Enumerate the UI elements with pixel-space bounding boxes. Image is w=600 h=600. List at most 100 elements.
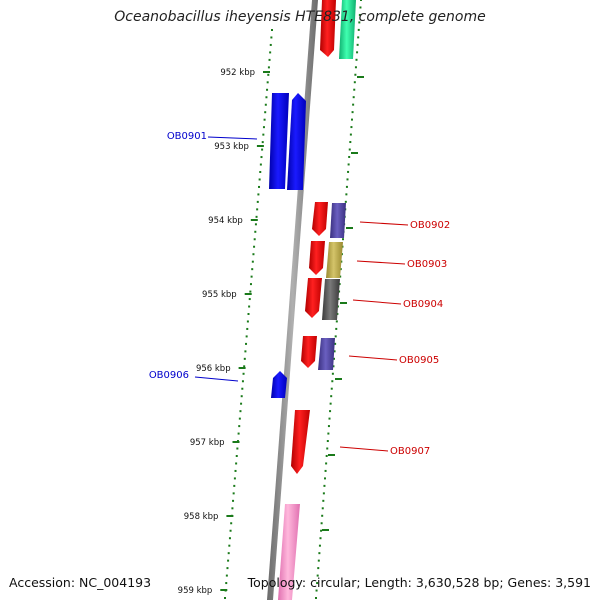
ring-dot: [269, 43, 272, 46]
ring-dot: [348, 155, 351, 158]
ring-dot: [262, 126, 265, 129]
ring-dot: [264, 103, 267, 106]
ring-dot: [236, 447, 239, 450]
ring-dot: [330, 395, 333, 398]
tick-label: 953 kbp: [214, 142, 249, 152]
ring-dot: [228, 537, 231, 540]
gene-OB0903-red[interactable]: [309, 241, 325, 275]
ring-dot: [264, 111, 267, 114]
ring-dot: [326, 447, 329, 450]
ring-dot: [334, 335, 337, 338]
ring-dot: [259, 171, 262, 173]
ring-dot: [331, 380, 334, 383]
gene-OB0901-neighbor[interactable]: [287, 93, 306, 190]
ring-dot: [231, 507, 234, 510]
ring-dot: [239, 410, 242, 413]
ring-dot: [326, 440, 329, 443]
label-OB0905[interactable]: OB0905: [399, 355, 439, 366]
ring-dot: [227, 552, 230, 555]
ring-dot: [348, 148, 351, 151]
label-OB0906[interactable]: OB0906: [149, 370, 189, 381]
ring-dot: [329, 402, 332, 405]
ring-dot: [335, 327, 338, 330]
ring-dot: [227, 559, 230, 562]
ring-dot: [344, 200, 347, 203]
label-OB0904[interactable]: OB0904: [403, 299, 443, 310]
ring-dot: [253, 238, 256, 241]
ring-dot: [322, 492, 325, 495]
ring-dot: [333, 350, 336, 353]
ring-dot: [316, 574, 319, 577]
label-OB0902[interactable]: OB0902: [410, 220, 450, 231]
ring-dot: [333, 357, 335, 360]
ring-dot: [324, 469, 327, 472]
ring-dot: [242, 372, 245, 375]
ring-dot: [255, 215, 258, 218]
ring-dot: [334, 342, 337, 345]
ring-dot: [352, 96, 355, 99]
tick-label: 959 kbp: [178, 586, 213, 596]
ring-dot: [258, 185, 261, 188]
ring-dot: [317, 559, 320, 562]
label-OB0903[interactable]: OB0903: [407, 259, 447, 270]
gene-OB0905[interactable]: [318, 338, 335, 370]
ring-dot: [244, 350, 247, 353]
gene-OB0903[interactable]: [326, 242, 343, 278]
ring-dot: [353, 81, 356, 84]
ring-dot: [245, 342, 248, 345]
ring-dot: [265, 96, 268, 99]
ring-dot: [360, 0, 362, 1]
ring-dot: [233, 477, 236, 480]
ring-dot: [349, 141, 352, 144]
ring-dot: [251, 268, 254, 271]
ring-dot: [345, 193, 348, 196]
ring-dot: [270, 36, 273, 39]
ring-dot: [359, 6, 362, 9]
tick-label: 952 kbp: [220, 68, 255, 78]
ring-dot: [316, 582, 319, 585]
ring-dot: [262, 133, 265, 136]
ring-dot: [318, 552, 321, 555]
ring-dot: [327, 432, 330, 435]
label-OB0901[interactable]: OB0901: [167, 131, 207, 142]
ring-dot: [357, 36, 360, 39]
gene-OB0905-red[interactable]: [301, 336, 317, 368]
ring-dot: [319, 537, 322, 540]
ring-dot: [238, 417, 241, 420]
gene-OB0904[interactable]: [322, 279, 340, 320]
ring-dot: [315, 589, 318, 592]
ring-dot: [350, 126, 353, 129]
gene-OB0907[interactable]: [291, 410, 310, 474]
gene-OB0902[interactable]: [330, 203, 346, 238]
ring-dot: [335, 320, 338, 323]
gene-OB0904-red[interactable]: [305, 278, 322, 318]
ring-dot: [256, 200, 259, 203]
ring-dot: [241, 380, 244, 383]
ring-dot: [332, 365, 335, 368]
ring-dot: [354, 73, 357, 76]
ring-dot: [342, 238, 344, 241]
ring-dot: [355, 58, 358, 61]
ring-dot: [353, 88, 356, 91]
ring-dot: [329, 410, 332, 413]
label-OB0907[interactable]: OB0907: [390, 446, 430, 457]
ring-dot: [252, 253, 255, 256]
ring-dot: [246, 320, 249, 323]
ring-dot: [257, 193, 260, 196]
ring-dot: [349, 133, 352, 136]
ring-dot: [253, 245, 256, 248]
ring-dot: [328, 417, 331, 420]
gene-OB0902-red[interactable]: [312, 202, 328, 236]
ring-dot: [247, 313, 250, 315]
gene-OB0906[interactable]: [271, 371, 287, 398]
ring-dot: [233, 484, 236, 487]
ring-dot: [238, 425, 241, 428]
ring-dot: [271, 29, 273, 31]
ring-dot: [235, 462, 238, 465]
gene-OB0901[interactable]: [269, 93, 289, 189]
ring-dot: [232, 499, 235, 502]
ring-dot: [260, 156, 263, 159]
ring-dot: [225, 582, 228, 585]
ring-dot: [256, 208, 259, 211]
